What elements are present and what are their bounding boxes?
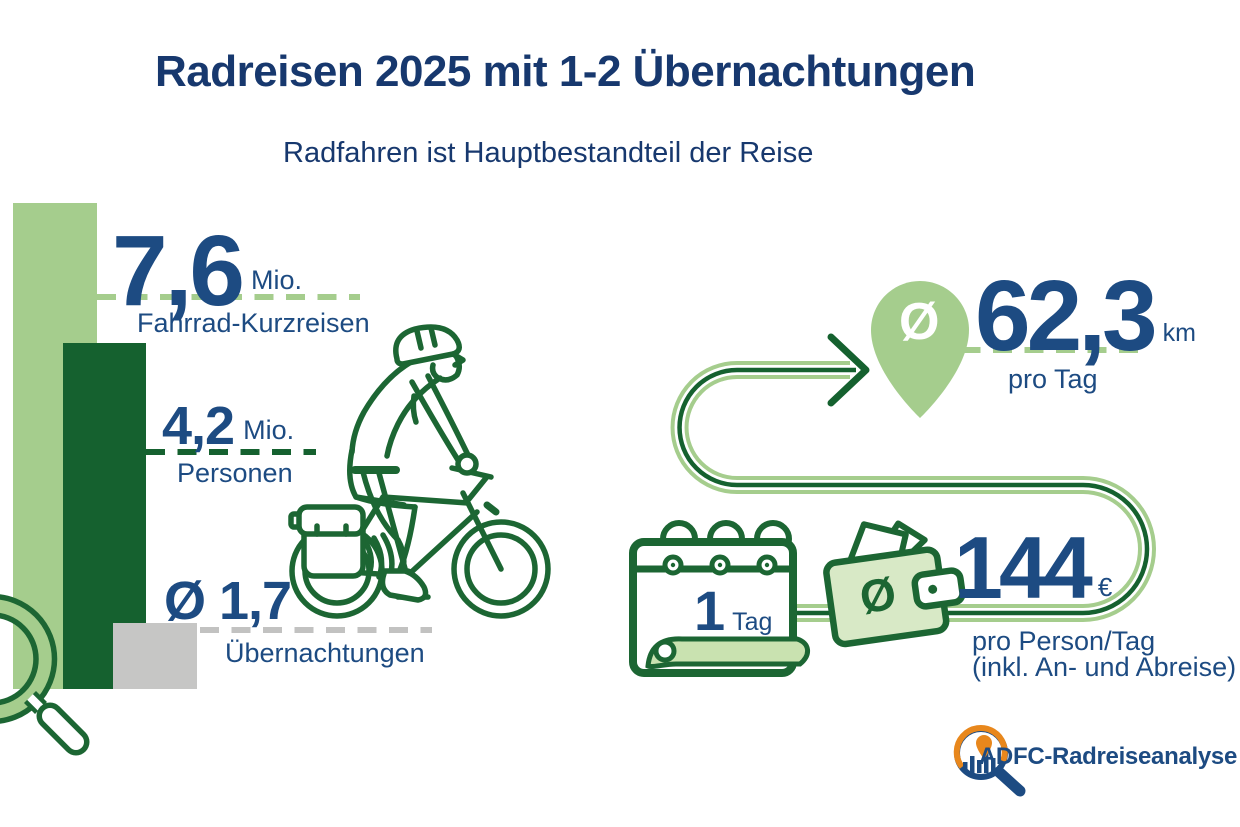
page-title: Radreisen 2025 mit 1-2 Übernachtungen	[155, 47, 976, 96]
route-path	[670, 333, 1156, 622]
stat-kosten-label-1: pro Person/Tag	[972, 626, 1156, 656]
route-arrow-icon	[827, 333, 870, 407]
wallet-icon	[823, 520, 966, 648]
bar-chart	[13, 203, 1138, 689]
pin-average-symbol: Ø	[899, 293, 940, 351]
stat-kurzreisen: 7,6 Mio.	[112, 221, 302, 321]
stat-personen: 4,2 Mio.	[162, 399, 294, 453]
stat-kurzreisen-value: 7,6	[112, 215, 245, 327]
stat-distanz: 62,3 km	[975, 266, 1196, 366]
stat-distanz-label: pro Tag	[1008, 364, 1098, 394]
logo-text: ADFC-Radreiseanalyse	[978, 743, 1237, 770]
logo-bars	[963, 752, 996, 773]
stat-dauer: 1 Tag	[694, 583, 772, 639]
wallet-average-symbol: Ø	[856, 566, 900, 624]
stat-kosten-value: 144	[954, 518, 1093, 617]
magnifier-icon	[0, 594, 90, 756]
logo-pin-icon	[976, 735, 992, 759]
stat-personen-label: Personen	[177, 458, 293, 488]
bar-uebernachtungen	[113, 623, 197, 689]
stat-kosten-label-2: (inkl. An- und Abreise)	[972, 652, 1237, 682]
stat-kosten: 144 €	[954, 524, 1112, 612]
stat-uebernachtungen: Ø 1,7	[164, 571, 292, 631]
stat-kosten-unit: €	[1097, 572, 1113, 602]
logo-magnifier-icon	[953, 725, 1026, 797]
pannier-bag-icon	[288, 504, 366, 579]
helmet-icon	[393, 324, 462, 367]
wallet-clasp	[911, 567, 966, 610]
stat-kurzreisen-unit: Mio.	[251, 265, 303, 295]
stat-kurzreisen-label: Fahrrad-Kurzreisen	[137, 308, 370, 338]
map-pin-icon	[871, 281, 969, 418]
stat-uebernachtungen-value: Ø 1,7	[164, 571, 292, 631]
stat-dauer-value: 1	[694, 579, 726, 642]
cyclist-illustration	[288, 324, 551, 619]
stat-distanz-unit: km	[1162, 319, 1196, 347]
page-subtitle: Radfahren ist Hauptbestandteil der Reise	[283, 137, 814, 169]
stat-distanz-value: 62,3	[975, 260, 1158, 372]
stat-personen-unit: Mio.	[243, 415, 295, 445]
stat-uebernachtungen-label: Übernachtungen	[225, 638, 425, 668]
stat-personen-value: 4,2	[162, 396, 235, 456]
stat-dauer-unit: Tag	[732, 608, 773, 636]
calendar-icon	[629, 520, 810, 677]
